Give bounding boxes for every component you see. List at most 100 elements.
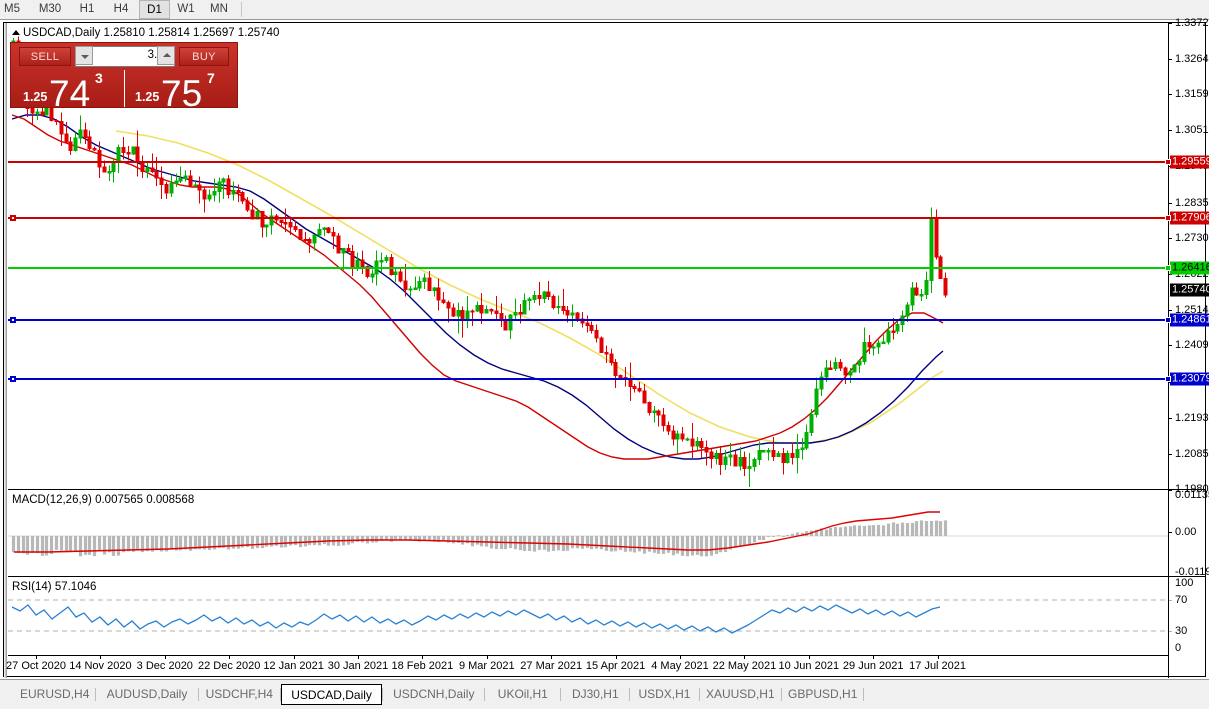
date-tick-label: 3 Dec 2020	[136, 660, 193, 672]
price-tick-label: 1.21930	[1175, 411, 1209, 424]
macd-tick	[1169, 490, 1172, 491]
date-tick	[293, 656, 295, 659]
buy-price-main: 75	[161, 73, 203, 107]
chart-tab-xauusd-h1[interactable]: XAUUSD,H1	[705, 687, 775, 701]
timeframe-h4[interactable]: H4	[113, 3, 129, 15]
chart-tab-usdchf-h4[interactable]: USDCHF,H4	[205, 687, 273, 701]
tab-separator	[95, 688, 97, 701]
rsi-chart-svg	[8, 599, 1168, 634]
price-axis[interactable]: 1.337201.326401.315901.305101.294501.283…	[1165, 17, 1209, 678]
date-tick-label: 14 Nov 2020	[69, 660, 132, 672]
chart-tab-eurusd-h4[interactable]: EURUSD,H4	[20, 687, 90, 701]
timeframe-h1[interactable]: H1	[79, 3, 95, 15]
buy-button[interactable]: BUY	[179, 47, 229, 66]
tab-separator	[698, 688, 700, 701]
chart-tab-bar: EURUSD,H4 AUDUSD,Daily USDCHF,H4 USDCAD,Dai…	[0, 679, 1209, 709]
sell-price-display[interactable]: 1.25 74 3	[17, 69, 124, 107]
price-level-tag-support[interactable]: 1.23079	[1170, 372, 1209, 386]
rsi-line	[11, 604, 941, 634]
chart-tab-usdcad-daily[interactable]: USDCAD,Daily	[281, 684, 383, 705]
rsi-tick-label: 30	[1175, 625, 1188, 637]
chart-scale-handle[interactable]	[4, 23, 7, 678]
timeframe-m5[interactable]: M5	[4, 3, 20, 15]
rsi-tick-label: 70	[1175, 594, 1188, 606]
one-click-trading-panel[interactable]: SELL 3.00 BUY 1.25 74 3 1.25 75	[10, 42, 238, 108]
date-tick	[551, 656, 553, 659]
volume-decrement-button[interactable]	[75, 46, 93, 65]
price-level-axis-marker	[1165, 214, 1171, 221]
price-tick-label: 1.24090	[1175, 339, 1209, 352]
rsi-tick-label: 100	[1175, 577, 1194, 589]
price-level-tag-pivot[interactable]: 1.26416	[1170, 261, 1209, 275]
chart-tab-dj30-h1[interactable]: DJ30,H1	[571, 687, 619, 701]
timeframe-d1[interactable]: D1	[139, 0, 170, 19]
chevron-up-icon	[163, 53, 171, 57]
price-level-line-support[interactable]	[8, 378, 1168, 381]
sell-button[interactable]: SELL	[19, 47, 71, 66]
tab-separator	[280, 688, 281, 701]
symbol-header: USDCAD,Daily 1.25810 1.25814 1.25697 1.2…	[12, 27, 279, 39]
chart-tab-ukoil-h1[interactable]: UKOil,H1	[497, 687, 548, 701]
collapse-triangle-icon[interactable]	[12, 30, 20, 35]
rsi-pane[interactable]	[8, 577, 1168, 654]
pane-divider-macd	[8, 489, 1206, 490]
price-level-axis-marker	[1165, 316, 1171, 323]
date-tick	[486, 656, 488, 659]
timeframe-mn[interactable]: MN	[210, 3, 228, 15]
date-tick-label: 18 Feb 2021	[391, 660, 454, 672]
macd-histogram	[11, 520, 948, 557]
price-tick-label: 1.31590	[1175, 88, 1209, 101]
macd-pane[interactable]	[8, 490, 1168, 576]
tab-separator	[781, 688, 782, 701]
date-tick	[422, 656, 424, 659]
timeframe-toolbar: M5 M30 H1 H4 D1 W1 MN	[0, 0, 1209, 20]
tab-separator	[382, 688, 384, 701]
rsi-tick	[1169, 631, 1172, 632]
moving-average-yellow	[115, 130, 944, 444]
price-level-line-pivot[interactable]	[8, 266, 1168, 269]
price-level-line-resistance[interactable]	[8, 161, 1168, 164]
price-level-tag-support[interactable]: 1.24861	[1170, 313, 1209, 327]
price-level-axis-marker	[1165, 264, 1171, 271]
chart-tab-usdx-h1[interactable]: USDX,H1	[638, 687, 691, 701]
price-tick-label: 1.20850	[1175, 447, 1209, 460]
chart-tab-gbpusd-h1[interactable]: GBPUSD,H1	[788, 687, 858, 701]
price-tick	[1169, 310, 1172, 312]
price-tick-label: 1.27300	[1175, 231, 1209, 244]
tab-separator	[863, 688, 865, 701]
price-level-handle[interactable]	[10, 376, 16, 383]
timeframe-w1[interactable]: W1	[177, 3, 195, 15]
volume-increment-button[interactable]	[157, 46, 175, 65]
date-tick-label: 9 Mar 2021	[458, 660, 515, 672]
price-tick	[1169, 202, 1172, 204]
price-level-tag-resistance[interactable]: 1.29559	[1170, 155, 1209, 169]
price-level-axis-marker	[1165, 376, 1171, 383]
macd-caption: MACD(12,26,9) 0.007565 0.008568	[12, 494, 195, 506]
moving-average-red	[11, 114, 944, 460]
date-tick	[164, 656, 166, 659]
buy-price-display[interactable]: 1.25 75 7	[129, 69, 233, 107]
date-tick	[937, 656, 939, 659]
date-tick	[680, 656, 681, 659]
price-tick	[1169, 453, 1172, 455]
buy-price-fraction: 7	[207, 70, 215, 86]
timeframe-m30[interactable]: M30	[38, 3, 62, 15]
price-tick	[1169, 345, 1172, 347]
price-tick-label: 1.32640	[1175, 53, 1209, 66]
price-level-line-support[interactable]	[8, 318, 1168, 321]
chart-tab-audusd-daily[interactable]: AUDUSD,Daily	[106, 687, 188, 701]
sell-price-prefix: 1.25	[23, 90, 48, 104]
price-tick	[1169, 130, 1172, 132]
date-axis[interactable]: 27 Oct 2020 14 Nov 2020 3 Dec 2020 22 Dec 2…	[6, 655, 1168, 678]
tab-separator	[629, 688, 631, 701]
price-level-line-resistance[interactable]	[8, 216, 1168, 219]
price-level-tag-resistance[interactable]: 1.27906	[1170, 211, 1209, 225]
price-level-handle[interactable]	[10, 316, 16, 323]
price-level-handle[interactable]	[10, 214, 16, 221]
chart-tab-usdcnh-daily[interactable]: USDCNH,Daily	[393, 687, 475, 701]
macd-tick	[1169, 576, 1172, 577]
date-tick-label: 15 Apr 2021	[585, 660, 646, 672]
macd-chart-svg	[8, 511, 1168, 557]
macd-signal-line	[14, 511, 940, 553]
